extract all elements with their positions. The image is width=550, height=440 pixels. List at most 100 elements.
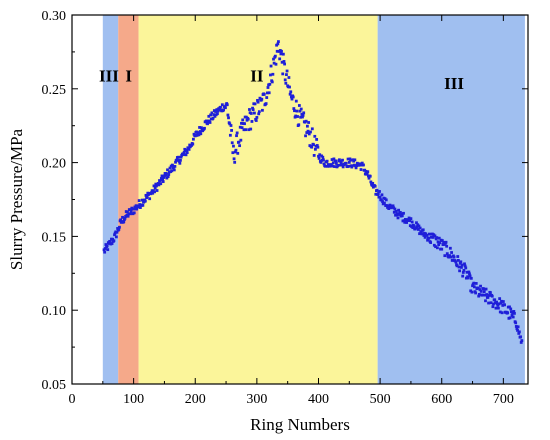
x-tick-label: 400 (308, 392, 329, 407)
data-point (429, 241, 433, 244)
data-point (417, 224, 421, 228)
data-point (344, 161, 348, 165)
data-point (418, 232, 421, 236)
data-point (380, 193, 384, 197)
data-point (119, 218, 123, 222)
data-point (154, 182, 158, 186)
data-point (487, 294, 491, 297)
data-point (151, 191, 155, 195)
data-point (405, 221, 409, 224)
data-point (298, 109, 302, 113)
data-point (508, 316, 512, 320)
data-point (374, 192, 378, 196)
data-point (368, 174, 372, 178)
data-point (211, 116, 215, 120)
x-tick-label: 100 (123, 392, 144, 407)
data-point (428, 232, 431, 236)
data-point (510, 314, 514, 317)
data-point (219, 105, 222, 109)
data-point (397, 208, 400, 212)
data-point (106, 248, 110, 252)
data-point (184, 153, 188, 157)
data-point (243, 122, 246, 126)
data-point (331, 161, 335, 165)
data-point (208, 121, 212, 124)
data-point (233, 150, 237, 154)
data-point (479, 289, 483, 293)
data-point (420, 232, 424, 236)
data-point (110, 242, 114, 245)
axes: 0 100 200 300 400 500 600 700 0.05 0.10 0.15 0.20 0.… (42, 9, 529, 407)
data-point (292, 107, 296, 110)
data-point (167, 173, 171, 176)
data-point (185, 151, 189, 154)
data-point (191, 137, 195, 141)
data-point (315, 138, 319, 141)
data-point (237, 140, 241, 144)
data-point (501, 300, 505, 303)
data-point (126, 210, 129, 214)
data-point (396, 216, 400, 220)
data-point (493, 298, 497, 302)
data-point (402, 211, 405, 215)
data-point (129, 212, 132, 216)
data-point (249, 112, 253, 115)
data-point (228, 133, 232, 137)
data-point (463, 262, 466, 266)
data-point (254, 119, 258, 122)
data-point (486, 295, 490, 299)
data-point (495, 302, 499, 306)
region-label-i: I (125, 66, 132, 85)
data-point (460, 266, 463, 269)
data-point (299, 107, 303, 111)
data-point (319, 160, 323, 164)
data-point (280, 60, 284, 64)
data-point (495, 300, 498, 304)
data-point (165, 176, 169, 180)
data-point (514, 325, 518, 328)
data-point (375, 188, 379, 192)
data-point (296, 115, 299, 118)
data-point (198, 130, 202, 133)
data-point (318, 153, 322, 157)
data-point (330, 158, 334, 161)
data-point (256, 99, 259, 102)
data-point (312, 154, 316, 157)
data-point (461, 274, 465, 278)
data-point (239, 138, 243, 142)
data-point (350, 164, 354, 168)
data-point (349, 158, 352, 162)
data-point (227, 116, 230, 120)
data-point (334, 159, 338, 163)
data-point (442, 240, 445, 244)
data-point (457, 265, 461, 269)
data-point (310, 145, 314, 149)
data-point (264, 102, 268, 105)
data-point (226, 113, 230, 117)
data-point (289, 90, 293, 94)
data-point (491, 305, 495, 309)
data-point (516, 329, 519, 332)
data-point (424, 232, 428, 236)
data-point (456, 255, 460, 258)
data-point (376, 192, 380, 195)
data-point (468, 274, 472, 278)
data-point (465, 270, 469, 274)
data-point (196, 131, 200, 134)
data-point (419, 230, 423, 234)
data-point (434, 245, 437, 249)
data-point (155, 184, 158, 188)
data-point (494, 306, 498, 310)
data-point (489, 291, 492, 295)
data-point (123, 216, 127, 220)
data-point (233, 160, 237, 164)
data-point (177, 155, 181, 159)
background-regions (102, 15, 525, 384)
data-point (156, 182, 160, 185)
data-point (371, 181, 375, 185)
data-point (187, 148, 191, 151)
data-point (256, 100, 260, 104)
data-point (171, 163, 174, 167)
data-point (499, 301, 503, 305)
data-point (469, 276, 473, 280)
